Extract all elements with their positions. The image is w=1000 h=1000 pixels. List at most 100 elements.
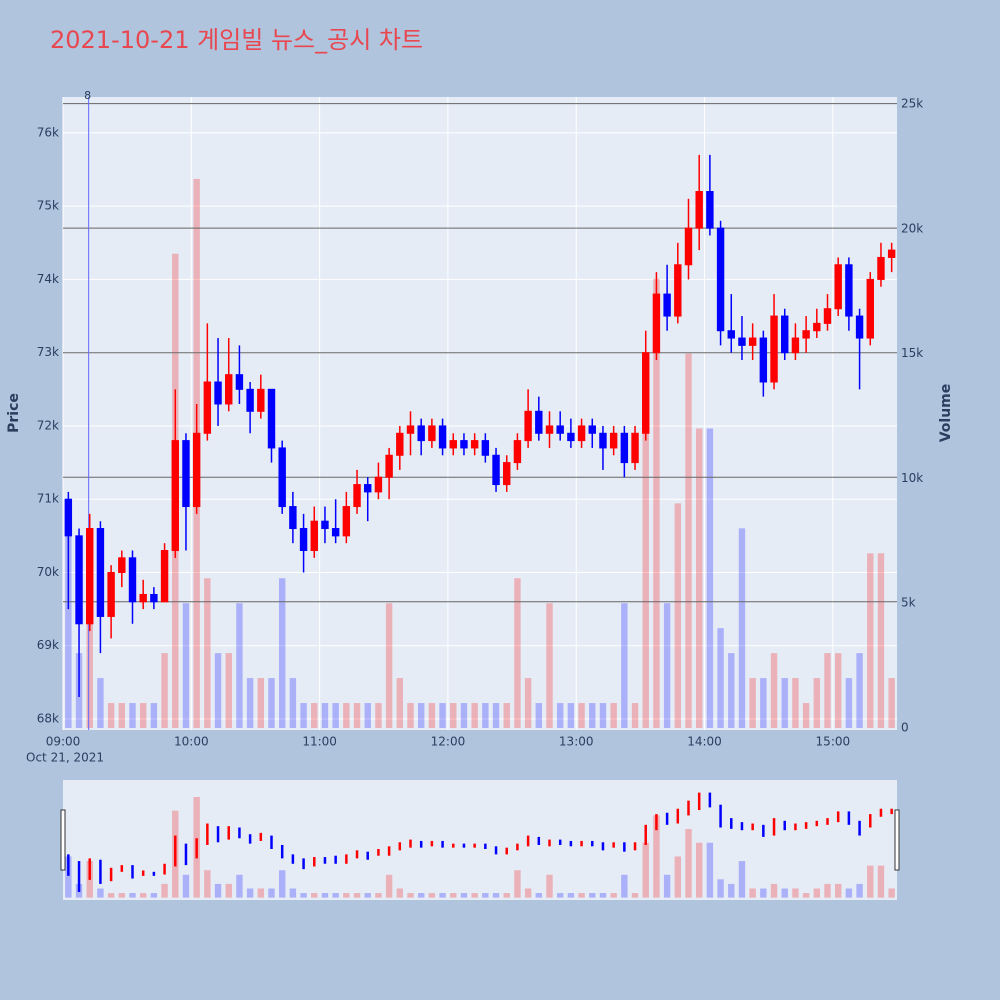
candle-body xyxy=(118,557,126,573)
y2-tick-label: 20k xyxy=(901,221,923,235)
volume-bar xyxy=(706,428,714,729)
x-tick-label: 10:00 xyxy=(174,735,209,749)
volume-bar xyxy=(610,703,617,729)
volume-bar xyxy=(642,428,649,729)
volume-bar xyxy=(289,678,297,729)
slider-volume-bar xyxy=(332,893,339,898)
candle-body xyxy=(406,425,415,434)
slider-volume-bar xyxy=(289,888,297,898)
volume-bar xyxy=(396,678,404,729)
volume-bar xyxy=(589,703,596,729)
volume-bar xyxy=(856,653,863,729)
candle-body xyxy=(171,440,179,552)
candle-body xyxy=(577,425,586,442)
volume-bar xyxy=(107,703,115,729)
slider-volume-bar xyxy=(129,893,136,898)
candle-body xyxy=(759,337,768,383)
candle-body xyxy=(428,425,436,442)
volume-bar xyxy=(567,703,575,729)
slider-volume-bar xyxy=(225,883,232,898)
y2-tick-label: 5k xyxy=(901,596,916,610)
volume-bar xyxy=(118,703,126,729)
candle-body xyxy=(588,425,596,434)
volume-bar xyxy=(653,278,660,729)
candle-body xyxy=(310,520,318,552)
candle-body xyxy=(203,381,212,434)
volume-bar xyxy=(375,703,382,729)
candle-body xyxy=(267,388,276,449)
marker-label: 8 xyxy=(84,89,91,102)
slider-volume-bar xyxy=(268,888,275,898)
candle-body xyxy=(855,315,864,339)
y-tick-label: 72k xyxy=(37,418,59,432)
slider-volume-bar xyxy=(182,874,190,898)
slider-volume-bar xyxy=(845,888,853,898)
slider-volume-bar xyxy=(567,893,575,898)
volume-bar xyxy=(321,703,329,729)
volume-bar xyxy=(631,703,639,729)
candle-body xyxy=(684,227,693,266)
volume-bar xyxy=(663,603,671,729)
candle-body xyxy=(834,264,842,310)
volume-bar xyxy=(749,678,756,729)
candle-body xyxy=(791,337,800,354)
candle-body xyxy=(823,308,832,324)
slider-volume-bar xyxy=(246,888,254,898)
volume-bar xyxy=(556,703,564,729)
slider-volume-bar xyxy=(236,874,243,898)
candle-body xyxy=(674,264,682,317)
candle-body xyxy=(438,425,447,449)
candle-body xyxy=(470,440,479,449)
volume-bar xyxy=(236,603,243,729)
candle-body xyxy=(813,322,821,332)
slider-handle[interactable] xyxy=(894,809,900,871)
candle-body xyxy=(887,249,896,258)
slider-volume-bar xyxy=(685,829,692,898)
volume-bar xyxy=(535,703,543,729)
volume-bar xyxy=(182,603,190,729)
candle-body xyxy=(781,315,789,354)
volume-bar xyxy=(246,678,254,729)
y2-tick-label: 15k xyxy=(901,346,923,360)
slider-volume-bar xyxy=(139,893,147,898)
slider-volume-bar xyxy=(867,865,874,898)
volume-bar xyxy=(888,678,895,729)
volume-bar xyxy=(417,703,425,729)
slider-volume-bar xyxy=(150,893,158,898)
candle-body xyxy=(331,528,340,537)
candle-body xyxy=(289,506,297,530)
slider-volume-bar xyxy=(792,888,799,898)
candle-body xyxy=(716,227,725,332)
slider-volume-bar xyxy=(460,893,468,898)
y2-tick-label: 10k xyxy=(901,471,923,485)
candle-body xyxy=(278,447,286,508)
volume-bar xyxy=(460,703,468,729)
slider-volume-bar xyxy=(450,893,457,898)
slider-volume-bar xyxy=(118,893,126,898)
volume-bar xyxy=(802,703,810,729)
candle-body xyxy=(160,550,169,603)
slider-volume-bar xyxy=(610,893,617,898)
candle-body xyxy=(738,337,746,346)
slider-volume-bar xyxy=(802,893,810,898)
range-slider[interactable] xyxy=(63,780,897,900)
volume-bar xyxy=(311,703,318,729)
slider-volume-bar xyxy=(482,893,489,898)
volume-bar xyxy=(161,653,168,729)
slider-volume-bar xyxy=(407,893,414,898)
candle-body xyxy=(385,454,393,478)
y-tick-label: 71k xyxy=(37,492,59,506)
candle-body xyxy=(609,432,618,449)
slider-volume-bar xyxy=(311,893,318,898)
candle-body xyxy=(128,557,137,603)
candle-body xyxy=(214,381,222,405)
candle-body xyxy=(75,535,83,625)
slider-volume-bar xyxy=(663,874,671,898)
slider-volume-bar xyxy=(97,888,104,898)
y-tick-label: 70k xyxy=(37,565,59,579)
y2-axis-title: Volume xyxy=(938,384,954,443)
slider-handle[interactable] xyxy=(60,809,66,871)
volume-bar xyxy=(343,703,350,729)
volume-bar xyxy=(867,553,874,729)
